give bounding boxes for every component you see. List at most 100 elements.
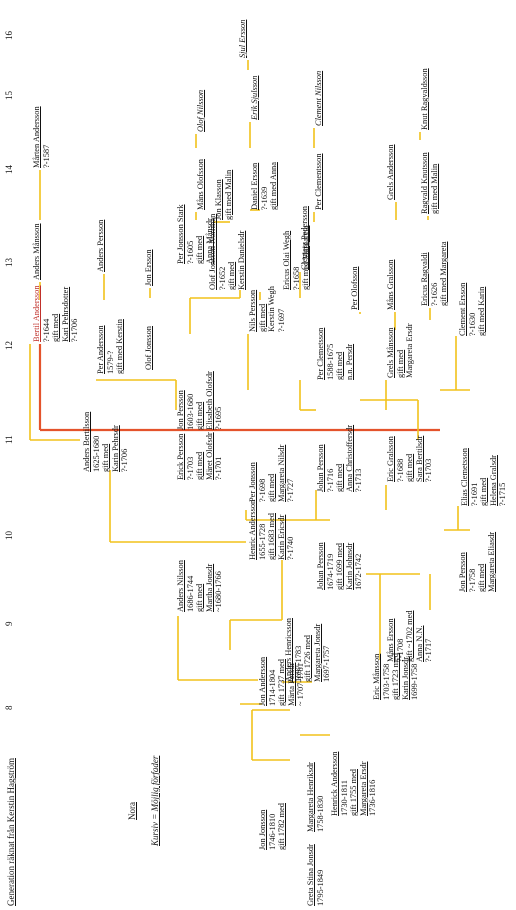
- person-detail: 1758-1830: [315, 795, 325, 832]
- person-detail: ?-1691: [469, 482, 479, 506]
- person-name: Anders Månsson: [32, 223, 41, 280]
- person-detail: 1588-1675: [325, 343, 335, 380]
- legend-note: Kursiv = Möjlig förfader: [150, 755, 160, 846]
- person-name: Måns Ersson: [386, 618, 395, 662]
- person-detail: gift med: [257, 303, 267, 332]
- person-detail: gift med: [479, 477, 489, 506]
- person-detail: gift med: [267, 473, 277, 502]
- person-detail: ?-1740: [286, 536, 296, 560]
- person-detail: Margareta Jonsdr: [312, 623, 322, 682]
- person-detail: Anna N.N.: [414, 625, 424, 662]
- person-detail: Margareta Nilsdr: [276, 444, 286, 502]
- person-anders-persson: Anders Persson: [96, 220, 106, 272]
- person-knut-ragvaldsson: Knut Ragvaldsson: [420, 68, 430, 130]
- person-name: Per Jonsson: [248, 462, 257, 502]
- generation-number: 10: [4, 531, 14, 540]
- person-detail: 1714-1804: [267, 669, 277, 706]
- person-detail: ?-1697: [276, 308, 286, 332]
- person-detail: ?-1701: [214, 456, 224, 480]
- person-detail: Margareta Ersdr: [405, 323, 415, 379]
- person-mans-ersson: Måns Ersson ?-1708 gift ~1702 med Anna N.N.…: [386, 610, 434, 662]
- person-detail: ?-1688: [395, 458, 405, 482]
- person-detail: Kerstin Danielsdr: [236, 230, 246, 290]
- person-ragvald-knutsson: Ragvald Knutsson gift med Malin: [420, 152, 439, 214]
- person-detail: gift med: [395, 349, 405, 378]
- person-detail: gift 1683 med: [267, 513, 277, 560]
- person-name: Sjul Ersson: [238, 19, 247, 58]
- person-detail: gift 1726 med: [303, 635, 313, 682]
- person-name: Johan Persson: [316, 542, 325, 590]
- person-detail: 1736-1816: [368, 779, 378, 816]
- person-mans-gralsson: Måns Gralsson: [386, 260, 396, 310]
- person-name: Clemetz Pedersson: [300, 206, 309, 270]
- person-henrick-andersson-8: Henrick Andersson 1730-1811 gift 1755 med M…: [330, 752, 378, 816]
- person-name: Måns Gralsson: [386, 259, 395, 310]
- person-detail: ?-1587: [41, 144, 51, 168]
- person-nils-persson: Nils Persson gift med Kerstin Wegh ?-1697: [248, 286, 286, 332]
- person-name: Grels Andersson: [386, 144, 395, 200]
- person-name: Anders Henricsson: [284, 618, 293, 682]
- person-detail: Karin Johnsdr: [344, 542, 354, 590]
- person-erik-sjulsson: Erik Sjulsson: [250, 76, 260, 120]
- person-mans-olofsson: Måns Olofsson: [196, 159, 206, 210]
- person-detail: 1655-1728: [257, 523, 267, 560]
- person-jon-klasson: Jon Klasson gift med Malin: [214, 170, 233, 220]
- person-name: Erick Persson: [176, 433, 185, 480]
- person-clement-ersson: Clement Ersson ?-1630 gift med Karin: [458, 283, 487, 336]
- person-detail: Anna Christoffersdr: [344, 424, 354, 492]
- person-detail: ?-1703: [424, 458, 434, 482]
- person-detail: Karin Pehrsdr: [110, 425, 120, 472]
- person-sjul-ersson: Sjul Ersson: [238, 20, 248, 58]
- person-name: Jon Klasson: [214, 179, 223, 220]
- person-margareta-henriksdr: Margareta Henriksdr 1758-1830: [306, 762, 325, 832]
- person-name: Eric Månsson: [372, 653, 381, 700]
- person-detail: gift med: [195, 451, 205, 480]
- person-jon-ersson: Jon Ersson: [144, 249, 154, 286]
- person-detail: 1795-1849: [315, 869, 325, 906]
- person-detail: ?-1639: [259, 186, 269, 210]
- person-detail: gift med Anna: [269, 162, 279, 210]
- generation-number: 9: [4, 621, 14, 627]
- person-detail: Helena Gralsdr: [488, 455, 498, 506]
- person-detail: ?-1716: [325, 468, 335, 492]
- person-name: Greta Stina Jonsdr: [306, 844, 315, 906]
- generation-number: 8: [4, 705, 14, 711]
- person-name: Elias Clemetsson: [460, 448, 469, 506]
- person-detail: ?-1644: [41, 318, 51, 342]
- person-johan-persson-11: Johan Persson ?-1716 gift med Anna Christof…: [316, 425, 364, 492]
- person-name: Anders Persson: [96, 219, 105, 272]
- person-name: Ragvald Knutsson: [420, 152, 429, 214]
- person-detail: Karin Ericsdr: [276, 514, 286, 560]
- person-detail: gift med: [227, 261, 237, 290]
- person-ericus-ragvaldi: Ericus Ragvaldi ?-1626 gift med Margareta: [420, 242, 449, 307]
- person-name: Jon Persson: [176, 390, 185, 430]
- person-detail: ?-1758: [467, 568, 477, 592]
- person-name: Henrick Andersson: [330, 751, 339, 816]
- person-detail: ?-1605: [185, 240, 195, 264]
- person-name: Jon Ersson: [144, 249, 153, 286]
- person-per-jonsson: Per Jonsson ?-1698 gift med Margareta Nilsd…: [248, 445, 296, 502]
- person-detail: 1697-1783: [293, 645, 303, 682]
- person-detail: gift ~1702 med: [405, 610, 415, 662]
- person-grels-mansson: Grels Månsson gift med Margareta Ersdr: [386, 324, 415, 379]
- person-detail: gift med: [195, 235, 205, 264]
- person-olof-jonsson: Olof Jonsson: [144, 326, 154, 370]
- person-anders-mansson: Anders Månsson: [32, 223, 42, 280]
- person-name: Anders Nilsson: [176, 560, 185, 612]
- person-detail: ?-1695: [214, 406, 224, 430]
- person-name: Per Clementsson: [314, 153, 323, 210]
- person-jon-jonsson: Jon Jonsson 1746-1810 gift 1782 med: [258, 803, 287, 850]
- person-detail: gift med Karin: [477, 286, 487, 336]
- person-per-clemetsson: Per Clemetsson 1588-1675 gift med n.n. Pers…: [316, 328, 354, 380]
- person-grels-andersson: Grels Andersson: [386, 144, 396, 200]
- person-per-olofsson: Per Olofsson: [350, 266, 360, 310]
- person-name: Daniel Ersson: [250, 162, 259, 210]
- person-bertil-andersson: Bertil Andersson ?-1644 gift med Kari Pehrs…: [32, 285, 80, 342]
- person-olof-nilsson: Olof Nilsson: [196, 90, 206, 132]
- place-label: Nora: [127, 802, 137, 820]
- person-detail: Märet Olofsdr: [204, 432, 214, 480]
- person-henric-andersson: Henric Andersson 1655-1728 gift 1683 med Ka…: [248, 500, 296, 560]
- person-anders-henricsson: Anders Henricsson 1697-1783 gift 1726 med M…: [284, 618, 332, 682]
- generation-number: 11: [4, 435, 14, 444]
